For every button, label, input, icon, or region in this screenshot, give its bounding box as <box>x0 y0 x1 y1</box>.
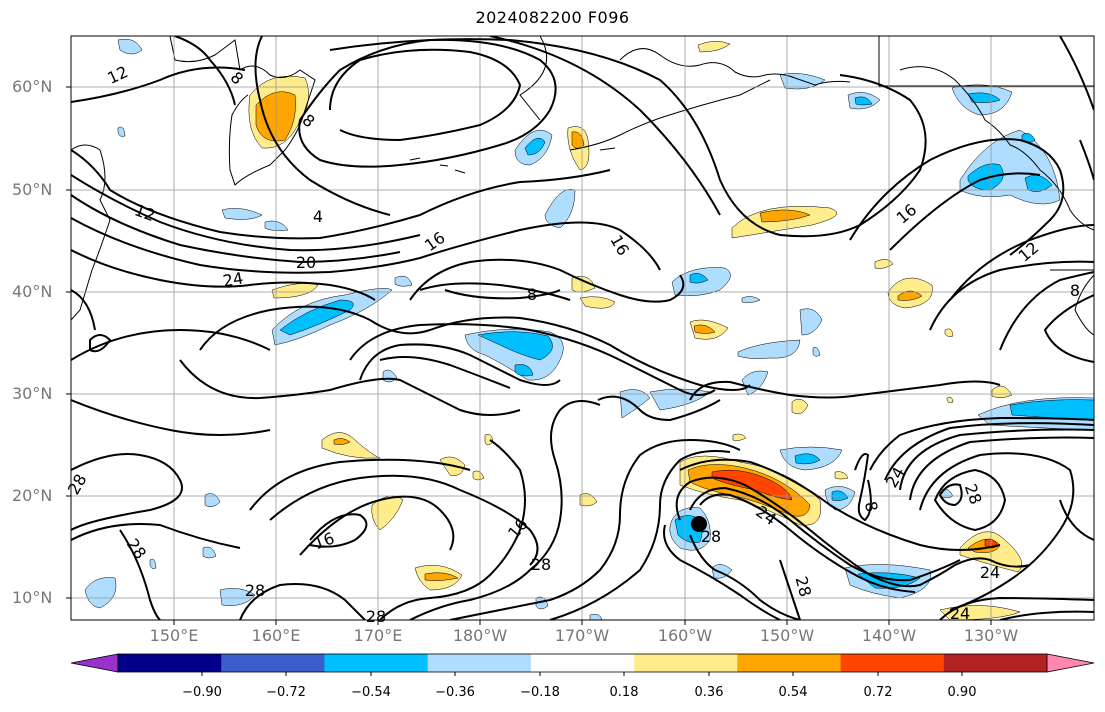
colorbar-tick-label: 0.72 <box>863 685 893 700</box>
colorbar-cell <box>530 654 635 672</box>
contour-label: 12 <box>1015 238 1043 266</box>
colorbar-cell <box>943 654 1048 672</box>
colorbar-tick-label: −0.36 <box>435 685 475 700</box>
contour-label: 16 <box>504 515 532 543</box>
colorbar-cell <box>737 654 842 672</box>
colorbar-cell <box>427 654 532 672</box>
tick-marks <box>66 86 992 625</box>
anomaly-shading <box>84 38 1094 620</box>
lat-label: 50°N <box>12 180 53 199</box>
lat-label: 30°N <box>12 384 53 403</box>
colorbar-ticks <box>201 672 963 676</box>
contour-label: 24 <box>950 604 970 623</box>
contour-label: 28 <box>366 607 386 626</box>
contour-label: 16 <box>311 528 337 553</box>
colorbar-tick-label: −0.90 <box>182 685 222 700</box>
lon-label: 130°W <box>963 626 1019 645</box>
lon-label: 180°W <box>452 626 508 645</box>
contour-label: 24 <box>980 563 1000 582</box>
lon-label: 140°W <box>861 626 917 645</box>
lon-label: 160°E <box>251 626 301 645</box>
lat-label: 60°N <box>12 77 53 96</box>
colorbar-tick-label: 0.18 <box>609 685 639 700</box>
colorbar-cell <box>221 654 325 672</box>
storm-center-marker <box>691 516 707 532</box>
lat-label: 10°N <box>12 588 53 607</box>
coastlines <box>71 36 1094 336</box>
gridlines <box>71 36 1094 620</box>
contour-label: 8 <box>527 285 537 304</box>
contour-lines <box>71 36 1094 620</box>
lat-label: 40°N <box>12 282 53 301</box>
colorbar-tick-label: 0.54 <box>778 685 808 700</box>
contour-label: 24 <box>882 464 909 491</box>
colorbar-cell <box>118 654 222 672</box>
contour-label: 12 <box>104 62 130 88</box>
colorbar-tick-label: −0.72 <box>266 685 306 700</box>
contour-label: 8 <box>227 68 248 89</box>
contour-label: 24 <box>221 268 244 290</box>
colorbar-cell <box>324 654 429 672</box>
contour-label: 8 <box>1070 281 1080 300</box>
colorbar-tick-label: −0.54 <box>351 685 391 700</box>
plot-title: 2024082200 F096 <box>475 8 630 27</box>
contour-label: 28 <box>531 555 551 574</box>
lon-label: 150°E <box>149 626 199 645</box>
contour-label: 8 <box>861 499 882 514</box>
contour-label: 28 <box>64 471 91 498</box>
colorbar-extend-low <box>70 653 119 673</box>
contour-label: 20 <box>296 253 316 272</box>
contour-label: 28 <box>123 535 150 563</box>
contour-label: 16 <box>893 200 921 228</box>
lon-label: 160°W <box>657 626 713 645</box>
contour-label: 28 <box>961 481 986 507</box>
colorbar-cell <box>840 654 945 672</box>
colorbar-tick-label: 0.36 <box>694 685 724 700</box>
lat-label: 20°N <box>12 486 53 505</box>
colorbar-tick-label: 0.90 <box>947 685 977 700</box>
colorbar <box>70 653 1095 673</box>
contour-label: 28 <box>792 574 816 599</box>
lon-label: 170°E <box>353 626 403 645</box>
colorbar-tick-label: −0.18 <box>520 685 560 700</box>
lon-label: 170°W <box>554 626 610 645</box>
contour-label: 28 <box>701 527 721 546</box>
contour-label: 28 <box>245 581 265 600</box>
colorbar-extend-high <box>1046 653 1095 673</box>
contour-label: 4 <box>313 207 323 226</box>
colorbar-cell <box>634 654 738 672</box>
lon-label: 150°W <box>759 626 815 645</box>
